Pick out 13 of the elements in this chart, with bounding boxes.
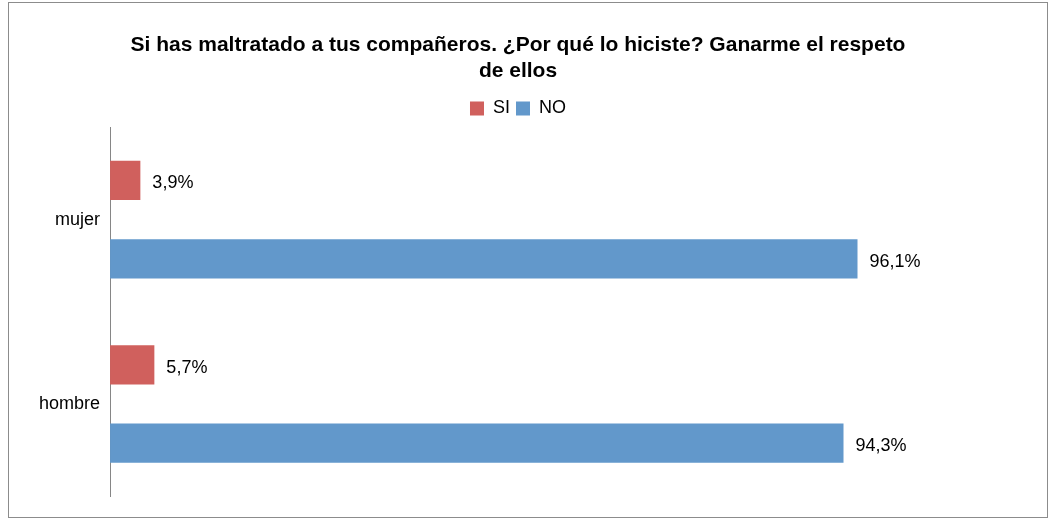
bar [110,345,155,385]
data-label: 94,3% [855,435,907,456]
data-label: 5,7% [166,356,208,377]
legend-label: SI [493,97,511,118]
data-label: 96,1% [869,250,921,271]
bar [110,160,141,201]
bar [110,423,844,463]
y-tick-label: hombre [39,392,101,413]
bar [110,239,858,279]
legend-label: NO [539,97,566,118]
data-label: 3,9% [152,172,194,193]
y-tick-label: mujer [55,208,101,229]
chart-title: Si has maltratado a tus compañeros. ¿Por qué lo hiciste? Ganarme el respeto de ellos [130,32,906,81]
